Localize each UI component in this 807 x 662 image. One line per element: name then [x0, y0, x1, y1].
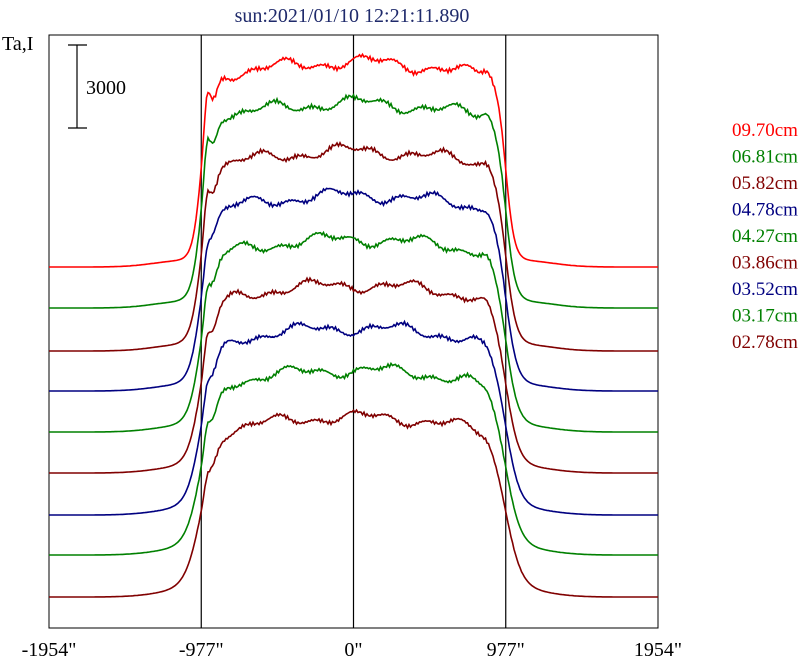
series-line-04.78cm: [49, 187, 658, 392]
scale-bar-label: 3000: [86, 77, 126, 99]
x-axis-tick-labels: -1954" -977" 0" 977" 1954": [22, 639, 683, 661]
legend-entry-09.70cm: 09.70cm: [732, 120, 798, 141]
series-line-03.52cm: [49, 319, 658, 516]
x-tick-label-4: 1954": [634, 639, 682, 661]
limb-marker-lines: [200, 35, 507, 628]
y-axis-label: Ta,I: [2, 33, 33, 55]
legend-entry-03.17cm: 03.17cm: [732, 306, 798, 327]
legend: 09.70cm 06.81cm 05.82cm 04.78cm 04.27cm 03.86…: [732, 120, 798, 353]
series-line-03.86cm: [49, 276, 658, 474]
series-line-03.17cm: [49, 361, 658, 556]
legend-entry-05.82cm: 05.82cm: [732, 173, 798, 194]
legend-entry-02.78cm: 02.78cm: [732, 332, 798, 353]
series-line-05.82cm: [49, 140, 658, 352]
series-line-02.78cm: [49, 408, 658, 598]
series-lines: [49, 52, 658, 598]
scale-bar: 3000: [68, 44, 126, 129]
series-line-09.70cm: [49, 52, 658, 268]
legend-entry-06.81cm: 06.81cm: [732, 147, 798, 168]
x-tick-label-0: -1954": [22, 639, 77, 661]
legend-entry-03.86cm: 03.86cm: [732, 253, 798, 274]
legend-entry-03.52cm: 03.52cm: [732, 279, 798, 300]
legend-entry-04.78cm: 04.78cm: [732, 200, 798, 221]
x-tick-label-3: 977": [487, 639, 525, 661]
legend-entry-04.27cm: 04.27cm: [732, 226, 798, 247]
x-tick-label-2: 0": [344, 639, 362, 661]
chart-title: sun:2021/01/10 12:21:11.890: [235, 5, 470, 27]
series-line-06.81cm: [49, 93, 658, 309]
x-tick-label-1: -977": [179, 639, 224, 661]
series-line-04.27cm: [49, 230, 658, 433]
